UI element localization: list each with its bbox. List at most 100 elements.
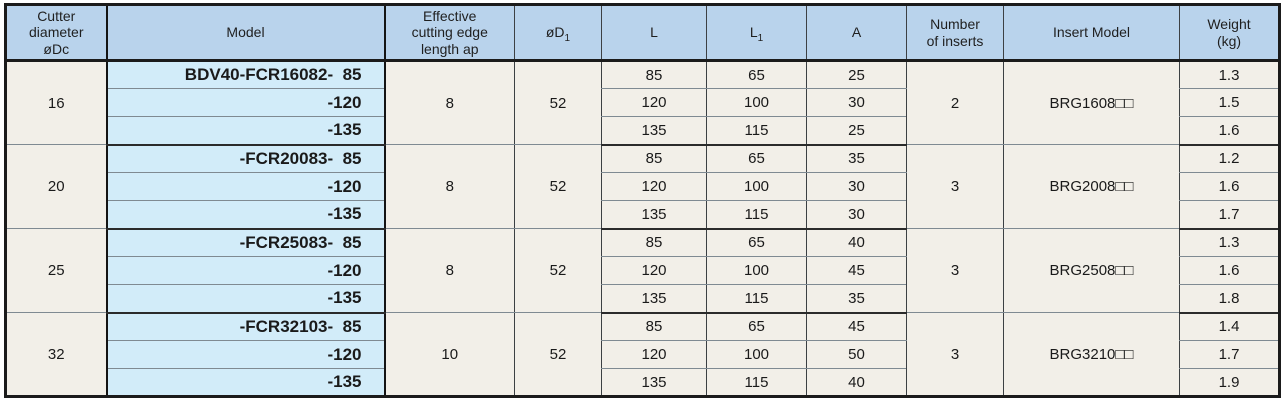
cell-weight: 1.7 <box>1179 200 1280 230</box>
cell-L1: 100 <box>706 172 807 201</box>
cell-A: 40 <box>806 368 907 397</box>
cell-L: 85 <box>601 144 707 173</box>
cell-cutter-diameter: 25 <box>5 228 107 313</box>
cell-L1: 65 <box>706 60 807 89</box>
col-header-L1: L1 <box>706 4 807 62</box>
cell-L: 85 <box>601 312 707 341</box>
cell-L1: 65 <box>706 312 807 341</box>
cell-cutter-diameter: 32 <box>5 312 107 397</box>
cell-L1: 100 <box>706 256 807 285</box>
cell-model: -135 <box>105 116 386 146</box>
cell-model: -135 <box>105 368 386 397</box>
cell-L: 120 <box>601 172 707 201</box>
cell-L1: 65 <box>706 228 807 257</box>
cell-number-of-inserts: 3 <box>906 228 1004 313</box>
cell-L1: 115 <box>706 116 807 146</box>
table-row: 25 -FCR25083- 85 8 52 85 65 40 3 BRG2508… <box>5 228 1280 313</box>
cell-model: -FCR32103- 85 <box>105 312 386 341</box>
cell-d1: 52 <box>514 60 602 145</box>
cell-A: 45 <box>806 256 907 285</box>
cell-A: 30 <box>806 172 907 201</box>
col-header-effective-cutting-edge: Effective cutting edge length ap <box>384 4 515 62</box>
table-row: -120 120 100 50 1.7 <box>6 340 1280 369</box>
cell-cutter-diameter: 20 <box>5 144 107 229</box>
cell-d1: 52 <box>514 144 602 229</box>
cell-model: -120 <box>105 88 386 117</box>
table-header: Cutter diameter øDc Model Effective cutt… <box>5 4 1280 62</box>
cell-cutter-diameter: 16 <box>5 60 107 145</box>
table-row: -135 135 115 30 1.7 <box>6 200 1280 230</box>
cell-ap: 8 <box>384 228 515 313</box>
cell-weight: 1.9 <box>1179 368 1280 397</box>
cell-ap: 8 <box>384 60 515 145</box>
cell-weight: 1.4 <box>1179 312 1280 341</box>
col-header-A: A <box>806 4 907 62</box>
col-header-L: L <box>601 4 707 62</box>
table-row: 16 BDV40-FCR16082- 85 8 52 85 65 25 2 BR… <box>5 60 1280 145</box>
cell-L: 135 <box>601 116 707 146</box>
table-row: 20 -FCR20083- 85 8 52 85 65 35 3 BRG2008… <box>5 144 1280 229</box>
table-row: -120 120 100 30 1.5 <box>6 88 1280 117</box>
cell-A: 45 <box>806 312 907 341</box>
col-header-model: Model <box>105 4 386 62</box>
cell-L: 85 <box>601 228 707 257</box>
cell-A: 30 <box>806 88 907 117</box>
cell-L: 85 <box>601 60 707 89</box>
cell-A: 35 <box>806 144 907 173</box>
cell-model: -120 <box>105 340 386 369</box>
table-row: 32 -FCR32103- 85 10 52 85 65 45 3 BRG321… <box>5 312 1280 397</box>
cell-model: -120 <box>105 172 386 201</box>
cell-insert-model: BRG2508□□ <box>1003 228 1180 313</box>
cell-weight: 1.8 <box>1179 284 1280 314</box>
cell-d1: 52 <box>514 312 602 397</box>
cell-model: -135 <box>105 284 386 314</box>
cell-number-of-inserts: 2 <box>906 60 1004 145</box>
cell-L: 120 <box>601 88 707 117</box>
cell-A: 50 <box>806 340 907 369</box>
cell-A: 25 <box>806 60 907 89</box>
col-header-number-of-inserts: Number of inserts <box>906 4 1004 62</box>
cell-L1: 115 <box>706 368 807 397</box>
cell-insert-model: BRG2008□□ <box>1003 144 1180 229</box>
table-row: -135 135 115 35 1.8 <box>6 284 1280 314</box>
col-header-weight: Weight (kg) <box>1179 4 1280 62</box>
cell-model: -135 <box>105 200 386 230</box>
cell-L1: 100 <box>706 88 807 117</box>
cell-L1: 115 <box>706 284 807 314</box>
cell-weight: 1.6 <box>1179 172 1280 201</box>
table-row: -120 120 100 45 1.6 <box>6 256 1280 285</box>
cell-L1: 100 <box>706 340 807 369</box>
cell-weight: 1.5 <box>1179 88 1280 117</box>
col-header-cutter-diameter: Cutter diameter øDc <box>5 4 107 62</box>
table-row: -135 135 115 25 1.6 <box>6 116 1280 146</box>
cell-weight: 1.6 <box>1179 256 1280 285</box>
cell-L: 120 <box>601 256 707 285</box>
cell-ap: 10 <box>384 312 515 397</box>
cell-insert-model: BRG1608□□ <box>1003 60 1180 145</box>
cell-weight: 1.6 <box>1179 116 1280 146</box>
cell-A: 35 <box>806 284 907 314</box>
col-header-d1: øD1 <box>514 4 602 62</box>
cell-A: 40 <box>806 228 907 257</box>
cell-model: -FCR20083- 85 <box>105 144 386 173</box>
cell-number-of-inserts: 3 <box>906 312 1004 397</box>
cell-model: -120 <box>105 256 386 285</box>
table-row: -135 135 115 40 1.9 <box>6 368 1280 397</box>
cell-A: 25 <box>806 116 907 146</box>
cell-d1: 52 <box>514 228 602 313</box>
cell-weight: 1.3 <box>1179 60 1280 89</box>
cell-model: -FCR25083- 85 <box>105 228 386 257</box>
cell-A: 30 <box>806 200 907 230</box>
cell-L: 135 <box>601 284 707 314</box>
cell-model: BDV40-FCR16082- 85 <box>105 60 386 89</box>
cell-insert-model: BRG3210□□ <box>1003 312 1180 397</box>
table-row: -120 120 100 30 1.6 <box>6 172 1280 201</box>
cell-L1: 65 <box>706 144 807 173</box>
cell-weight: 1.3 <box>1179 228 1280 257</box>
cell-number-of-inserts: 3 <box>906 144 1004 229</box>
cell-L: 135 <box>601 200 707 230</box>
cell-L: 135 <box>601 368 707 397</box>
cell-weight: 1.7 <box>1179 340 1280 369</box>
cutter-spec-table: Cutter diameter øDc Model Effective cutt… <box>4 3 1281 398</box>
